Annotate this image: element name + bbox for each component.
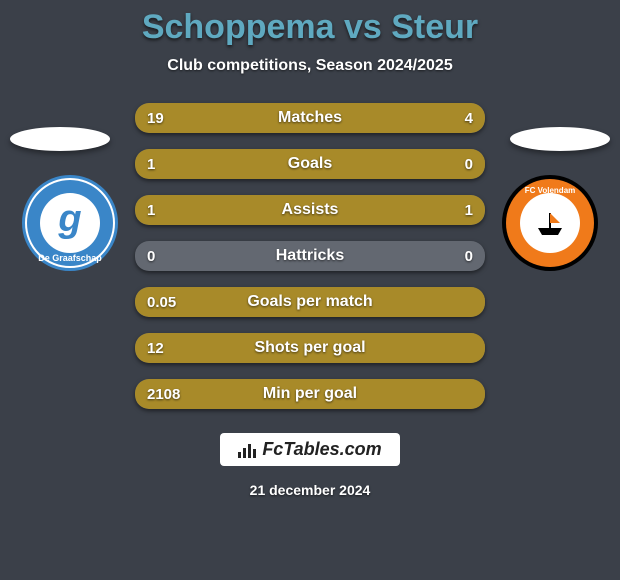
player-shadow-left (10, 127, 110, 151)
bar-value-right: 0 (465, 241, 473, 271)
stat-bar: Matches19 4 (135, 103, 485, 133)
bar-value-left: 1 (147, 195, 155, 225)
bar-label: Goals per match (135, 287, 485, 317)
bar-value-left: 1 (147, 149, 155, 179)
stat-bar: Assists1 1 (135, 195, 485, 225)
comparison-card: Schoppema vs Steur Club competitions, Se… (0, 0, 620, 580)
stat-bars: Matches194Goals10Assists11Hattricks00Goa… (135, 103, 485, 409)
player-shadow-right (510, 127, 610, 151)
stat-bar: Shots per goal12 (135, 333, 485, 363)
club-logo-right: FC Volendam (500, 173, 600, 273)
stat-bar: Goals1 0 (135, 149, 485, 179)
stat-bar: Goals per match0.05 (135, 287, 485, 317)
bar-chart-icon (238, 442, 256, 458)
bar-label: Assists (135, 195, 485, 225)
bar-label: Matches (135, 103, 485, 133)
stat-bar: Min per goal2108 (135, 379, 485, 409)
svg-text:g: g (57, 198, 81, 240)
club-logo-left: g De Graafschap (20, 173, 120, 273)
bar-label: Shots per goal (135, 333, 485, 363)
bar-value-right: 1 (465, 195, 473, 225)
bar-value-left: 12 (147, 333, 164, 363)
stat-bar: Hattricks0 0 (135, 241, 485, 271)
svg-text:FC Volendam: FC Volendam (525, 186, 576, 195)
svg-text:De Graafschap: De Graafschap (38, 253, 102, 263)
brand-badge[interactable]: FcTables.com (220, 433, 399, 466)
bar-value-left: 2108 (147, 379, 180, 409)
date-label: 21 december 2024 (0, 482, 620, 498)
subtitle: Club competitions, Season 2024/2025 (0, 57, 620, 75)
bar-value-right: 0 (465, 149, 473, 179)
bar-value-left: 0 (147, 241, 155, 271)
bar-label: Goals (135, 149, 485, 179)
bar-label: Min per goal (135, 379, 485, 409)
bar-value-right: 4 (465, 103, 473, 133)
bar-label: Hattricks (135, 241, 485, 271)
bar-value-left: 19 (147, 103, 164, 133)
brand-label: FcTables.com (262, 439, 381, 460)
bar-value-left: 0.05 (147, 287, 176, 317)
comparison-area: g De Graafschap FC Volendam Matches19 4 Go… (0, 103, 620, 409)
page-title: Schoppema vs Steur (0, 0, 620, 47)
